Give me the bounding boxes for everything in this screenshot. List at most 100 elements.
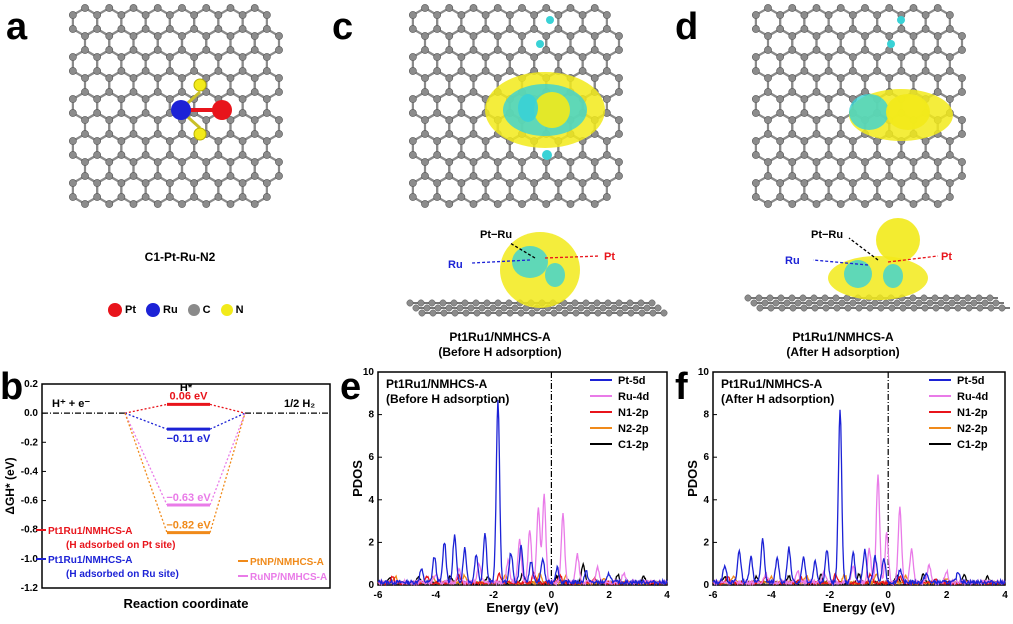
panel-letter-f: f — [675, 366, 688, 408]
y-tick-label: 0.0 — [24, 408, 38, 419]
pdos-curve — [377, 399, 668, 587]
y-tick-label: -0.2 — [21, 437, 39, 448]
legend-ru: Ru — [146, 303, 178, 317]
panel-letter-c: c — [332, 6, 354, 48]
y-tick-label: -1.0 — [21, 554, 39, 565]
pt-label-d: Pt — [941, 251, 952, 263]
legend-label: C1-2p — [618, 439, 649, 451]
x-tick-label: 0 — [549, 590, 555, 601]
c-swatch-icon — [187, 304, 200, 316]
ru-swatch-icon — [146, 303, 160, 317]
pdos-after-chart: -6 -4 -2 0 2 4 0 2 4 6 8 10 Energy (eV) PDOS Pt1Ru1/NM… — [685, 367, 1008, 615]
x-tick-label: 2 — [606, 590, 612, 601]
y-tick-label: 10 — [363, 367, 375, 378]
structure-a-graphic — [68, 4, 283, 208]
panel-letter-e: e — [340, 366, 362, 408]
y-tick-label: 0 — [703, 580, 709, 591]
legend-label: N2-2p — [618, 423, 649, 435]
y-tick-label: 2 — [703, 537, 709, 548]
legend-n: N — [220, 304, 244, 316]
structure-a-label: C1-Pt-Ru-N2 — [144, 250, 216, 264]
series-connector — [124, 412, 168, 430]
legend-label: Ru-4d — [618, 391, 649, 403]
caption-d-line1: Pt1Ru1/NMHCS-A — [792, 330, 894, 344]
y-tick-label: 6 — [368, 452, 374, 463]
pt-swatch-icon — [108, 303, 122, 317]
caption-c-line1: Pt1Ru1/NMHCS-A — [449, 330, 551, 344]
legend-label: PtNP/NMHCS-A — [250, 557, 324, 568]
series-connector — [209, 412, 246, 533]
caption-c-line2: (Before H adsorption) — [438, 345, 562, 359]
data-label: −0.63 eV — [166, 492, 211, 504]
state-left-label: H⁺ + e⁻ — [52, 398, 90, 410]
panel-c: c Pt−Ru Ru Pt Pt1Ru1/NMHCS-A (Before H a… — [330, 0, 670, 365]
panel-a: a C1-Pt-Ru-N2 Pt Ru C N — [0, 0, 330, 360]
ptru-label-c: Pt−Ru — [480, 229, 512, 241]
y-tick-label: -0.6 — [21, 496, 39, 507]
x-tick-label: 4 — [664, 590, 670, 601]
legend-label: Ru-4d — [957, 391, 988, 403]
structure-d-graphic: Pt−Ru Ru Pt — [744, 4, 1010, 312]
chart-subtitle: (After H adsorption) — [721, 392, 834, 406]
y-axis-label: PDOS — [685, 460, 700, 497]
data-label: −0.11 eV — [167, 433, 211, 445]
y-tick-label: 8 — [703, 410, 709, 421]
x-axis-label: Reaction coordinate — [124, 596, 249, 611]
pdos-before-chart: -6 -4 -2 0 2 4 0 2 4 6 8 10 Energy (eV) PDOS Pt1Ru1/NM… — [350, 367, 670, 615]
legend-label: (H adsorbed on Pt site) — [66, 540, 175, 551]
y-tick-label: 0 — [368, 580, 374, 591]
y-tick-label: 10 — [698, 367, 710, 378]
legend-label: Pt-5d — [618, 375, 646, 387]
y-tick-label: 0.2 — [24, 379, 38, 390]
state-middle-label: H* — [180, 382, 193, 394]
y-tick-label: 8 — [368, 410, 374, 421]
x-axis-label: Energy (eV) — [486, 600, 558, 615]
series-connector — [209, 403, 246, 414]
x-tick-label: 0 — [885, 590, 891, 601]
panel-letter-b: b — [0, 366, 24, 408]
legend-label: N1-2p — [957, 407, 988, 419]
y-axis-label: PDOS — [350, 460, 365, 497]
panel-b: b 0.2 0.0 -0.2 -0.4 -0.6 -0.8 -1.0 -1.2 ΔGH* (eV… — [0, 360, 340, 624]
legend-label: RuNP/NMHCS-A — [250, 572, 327, 583]
panel-e: e -6 -4 -2 0 2 4 0 2 4 6 8 10 Energy (eV) PDOS Pt1Ru1/… — [340, 360, 675, 624]
x-tick-label: -2 — [825, 590, 834, 601]
legend-pt: Pt — [108, 303, 136, 317]
x-tick-label: -6 — [709, 590, 718, 601]
chart-title: Pt1Ru1/NMHCS-A — [721, 377, 823, 391]
y-tick-label: -1.2 — [21, 583, 39, 594]
x-tick-label: -2 — [489, 590, 498, 601]
legend-label: N1-2p — [618, 407, 649, 419]
structure-c-graphic: Pt−Ru Ru Pt — [406, 4, 668, 317]
panel-letter-a: a — [6, 6, 28, 48]
data-label: 0.06 eV — [170, 390, 209, 402]
legend-label: Pt1Ru1/NMHCS-A — [48, 526, 132, 537]
pdos-curve — [712, 474, 1006, 587]
legend-label: (H adsorbed on Ru site) — [66, 569, 179, 580]
ru-atom — [171, 100, 191, 120]
legend-label: Pt1Ru1/NMHCS-A — [48, 555, 132, 566]
ptru-label-d: Pt−Ru — [811, 229, 843, 241]
panel-d: d Pt−Ru Ru Pt Pt1Ru1/NMHCS-A (After H ad… — [673, 0, 1013, 365]
legend-c: C — [187, 304, 211, 316]
legend-label: Pt-5d — [957, 375, 985, 387]
ru-label-c: Ru — [448, 259, 463, 271]
atom-legend: Pt Ru C N — [108, 303, 244, 317]
series-connector — [209, 412, 246, 506]
state-right-label: 1/2 H₂ — [284, 398, 315, 410]
chart-subtitle: (Before H adsorption) — [386, 392, 509, 406]
x-tick-label: -4 — [431, 590, 440, 601]
x-tick-label: -4 — [767, 590, 776, 601]
pdos-curve — [712, 409, 1006, 587]
ru-label-d: Ru — [785, 255, 800, 267]
y-tick-label: 6 — [703, 452, 709, 463]
free-energy-chart: 0.2 0.0 -0.2 -0.4 -0.6 -0.8 -1.0 -1.2 ΔGH* (eV) R… — [3, 379, 331, 611]
axes-frame — [41, 383, 331, 589]
series-connector — [124, 412, 168, 506]
panel-f: f -6 -4 -2 0 2 4 0 2 4 6 8 10 Energy (eV) PDOS Pt1Ru1/… — [675, 360, 1013, 624]
pt-label-c: Pt — [604, 251, 615, 263]
y-tick-label: 4 — [368, 495, 374, 506]
x-tick-label: 2 — [944, 590, 950, 601]
x-axis-label: Energy (eV) — [823, 600, 895, 615]
x-tick-label: 4 — [1002, 590, 1008, 601]
